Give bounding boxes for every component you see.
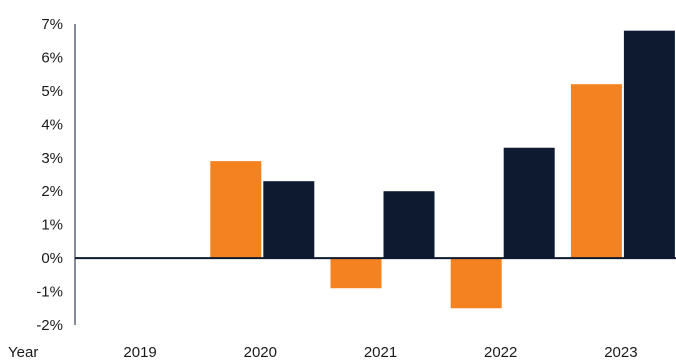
y-tick-label: 6% (41, 49, 63, 66)
bar-2020-series-2 (263, 181, 315, 259)
x-tick-label: 2022 (484, 344, 517, 361)
x-axis-labels: 2019 2020 2021 2022 2023 (123, 344, 637, 361)
bar-2022-series-1 (450, 258, 502, 309)
x-tick-label: 2020 (244, 344, 277, 361)
bar-2023-series-1 (570, 84, 622, 259)
bar-2023-series-2 (623, 30, 675, 259)
y-axis-ticks: 7% 6% 5% 4% 3% 2% 1% 0% -1% -2% (36, 16, 63, 334)
y-tick-label: 1% (41, 217, 63, 234)
x-axis-label: Year (8, 344, 38, 361)
bar-2020-series-1 (210, 161, 262, 259)
y-tick-label: -1% (36, 284, 63, 301)
y-tick-label: 3% (41, 150, 63, 167)
y-tick-label: 4% (41, 116, 63, 133)
x-tick-label: 2019 (123, 344, 156, 361)
y-tick-label: 2% (41, 183, 63, 200)
x-tick-label: 2023 (604, 344, 637, 361)
bars (210, 30, 675, 309)
y-tick-label: 7% (41, 16, 63, 33)
bar-2021-series-2 (383, 191, 435, 259)
bar-2022-series-2 (503, 147, 555, 259)
x-tick-label: 2021 (364, 344, 397, 361)
bar-2021-series-1 (330, 258, 382, 289)
y-tick-label: 0% (41, 250, 63, 267)
y-tick-label: -2% (36, 317, 63, 334)
y-tick-label: 5% (41, 83, 63, 100)
